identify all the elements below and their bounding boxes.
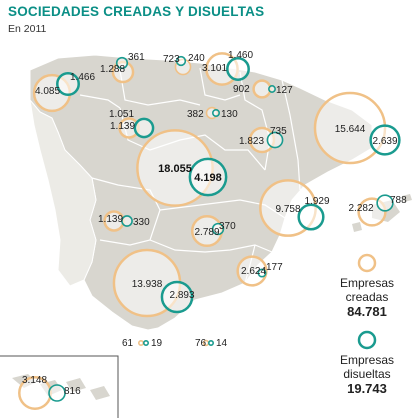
label-dissolved-madrid: 4.198 [194, 172, 222, 184]
legend-created-label-2: creadas [345, 290, 389, 304]
bubble-dissolved-castilla-y-leon [133, 117, 155, 139]
legend-dissolved-label-2: disueltas [343, 367, 391, 381]
bubble-created-murcia [236, 255, 268, 287]
legend-created-total: 84.781 [347, 304, 387, 319]
label-dissolved-pais-vasco: 1.460 [228, 50, 253, 61]
bubble-dissolved-melilla [208, 339, 215, 346]
label-created-castilla-y-leon: 1.139 [110, 121, 135, 132]
label-created-melilla: 76 [195, 338, 207, 349]
label-dissolved-extremadura: 330 [133, 217, 150, 228]
bubble-dissolved-comunidad-valenciana [297, 203, 325, 231]
label-dissolved-castilla-la-mancha: 370 [219, 221, 236, 232]
label-created-ceuta: 61 [122, 338, 134, 349]
legend-created: Empresas creadas 84.781 [327, 276, 407, 319]
label-dissolved-comunidad-valenciana: 1.929 [304, 196, 329, 207]
bubble-dissolved-castilla-la-mancha [211, 222, 225, 236]
legend-created-circle [357, 253, 377, 273]
page-title: SOCIEDADES CREADAS Y DISUELTAS [8, 4, 265, 19]
label-created-galicia: 4.085 [35, 86, 60, 97]
bubble-dissolved-murcia [257, 268, 267, 278]
label-created-murcia: 2.624 [241, 266, 266, 277]
label-created-canarias: 3.148 [22, 375, 47, 386]
label-created-aragon: 1.823 [239, 136, 264, 147]
bubble-dissolved-cataluna [369, 124, 401, 156]
label-created-andalucia: 13.938 [132, 279, 163, 290]
label-created-extremadura: 1.139 [98, 214, 123, 225]
bubble-dissolved-navarra [268, 85, 276, 93]
label-dissolved-cataluna: 2.639 [372, 136, 397, 147]
label-created-comunidad-valenciana: 9.758 [275, 204, 300, 215]
label-created-cataluna: 15.644 [335, 124, 366, 135]
label-dissolved-la-rioja: 130 [221, 109, 238, 120]
bubble-dissolved-pais-vasco [226, 57, 250, 81]
bubble-dissolved-andalucia [160, 280, 194, 314]
label-created-madrid: 18.055 [158, 163, 192, 175]
label-dissolved-galicia: 1.466 [70, 72, 95, 83]
bubble-dissolved-la-rioja [212, 109, 220, 117]
bubble-dissolved-cantabria [175, 55, 187, 67]
legend-dissolved: Empresas disueltas 19.743 [327, 353, 407, 396]
label-dissolved-andalucia: 2.893 [169, 290, 194, 301]
label-dissolved-navarra: 127 [276, 85, 293, 96]
bubble-dissolved-canarias [48, 384, 66, 402]
bubble-dissolved-galicia [56, 72, 80, 96]
canarias-box [0, 355, 119, 418]
label-created-navarra: 902 [233, 84, 250, 95]
label-created-cantabria: 723 [163, 54, 180, 65]
label-created-baleares: 2.282 [348, 203, 373, 214]
bubble-dissolved-ceuta [143, 339, 150, 346]
label-dissolved-canarias: 816 [64, 386, 81, 397]
legend-dissolved-circle [357, 330, 377, 350]
menorca-island [402, 194, 412, 202]
legend-dissolved-label-1: Empresas [339, 353, 395, 367]
label-created-pais-vasco: 3.101 [202, 63, 227, 74]
label-dissolved-asturias: 361 [128, 52, 145, 63]
bubble-dissolved-madrid [188, 157, 228, 197]
label-created-asturias: 1.288 [100, 64, 125, 75]
bubble-dissolved-aragon [266, 131, 284, 149]
portugal-land [29, 98, 97, 287]
legend-created-label-1: Empresas [339, 276, 395, 290]
bubble-dissolved-extremadura [121, 215, 133, 227]
legend-dissolved-total: 19.743 [347, 381, 387, 396]
label-dissolved-aragon: 735 [270, 126, 287, 137]
bubble-dissolved-asturias [115, 56, 129, 70]
canarias-islands [12, 374, 110, 400]
label-dissolved-cantabria: 240 [188, 53, 205, 64]
label-dissolved-melilla: 14 [216, 338, 228, 349]
label-dissolved-ceuta: 19 [151, 338, 163, 349]
label-dissolved-baleares: 788 [390, 195, 407, 206]
label-dissolved-castilla-y-leon: 1.051 [109, 109, 134, 120]
bubble-dissolved-baleares [376, 194, 394, 212]
page-subtitle: En 2011 [8, 23, 47, 35]
label-dissolved-murcia: 177 [266, 262, 283, 273]
ibiza-island [352, 222, 362, 232]
label-created-castilla-la-mancha: 2.789 [194, 227, 219, 238]
label-created-la-rioja: 382 [187, 109, 204, 120]
